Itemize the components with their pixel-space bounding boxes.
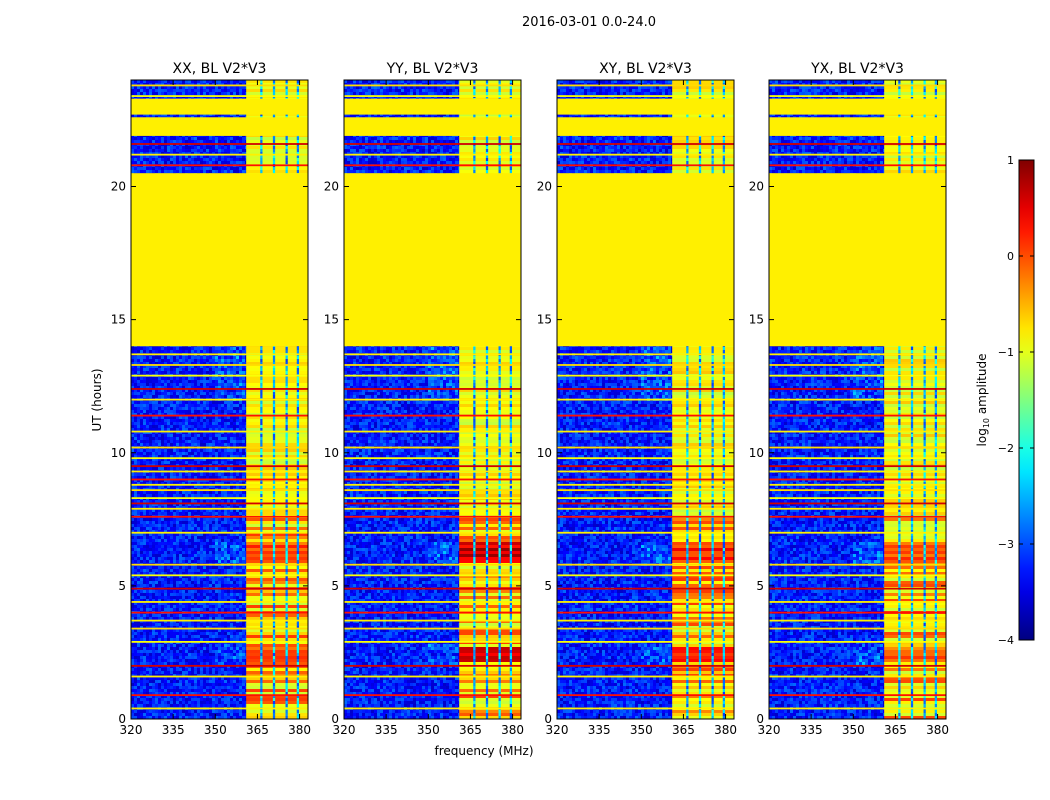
x-tick-label: 335 <box>588 723 611 737</box>
x-tick-label: 365 <box>884 723 907 737</box>
y-tick-label: 15 <box>324 313 339 327</box>
panel-yx: YX, BL V2*V3 320 335 350 365 380 0 5 10 15 20 <box>749 61 949 737</box>
x-tick-label: 380 <box>926 723 949 737</box>
colorbar-tick-label: −2 <box>998 442 1014 455</box>
panel-xy: XY, BL V2*V3 320 335 350 365 380 0 5 10 15 20 <box>537 61 737 737</box>
y-tick-label: 5 <box>756 579 764 593</box>
x-axis-label: frequency (MHz) <box>434 744 533 758</box>
x-tick-label: 320 <box>546 723 569 737</box>
colorbar-gradient <box>1018 159 1035 641</box>
colorbar-tick-label: −1 <box>998 346 1014 359</box>
y-tick-label: 10 <box>111 446 126 460</box>
y-tick-label: 0 <box>756 712 764 726</box>
panel-title: XY, BL V2*V3 <box>599 61 692 77</box>
y-tick-label: 20 <box>749 180 764 194</box>
x-tick-label: 365 <box>672 723 695 737</box>
colorbar-tick-label: 0 <box>1007 250 1014 263</box>
panel-yy: YY, BL V2*V3 320 335 350 365 380 0 5 10 15 20 <box>324 61 524 737</box>
x-tick-label: 350 <box>417 723 440 737</box>
y-tick-label: 0 <box>544 712 552 726</box>
panel-frame <box>343 79 522 720</box>
x-tick-label: 365 <box>246 723 269 737</box>
x-tick-label: 335 <box>800 723 823 737</box>
y-tick-label: 20 <box>324 180 339 194</box>
x-tick-label: 320 <box>758 723 781 737</box>
y-tick-label: 20 <box>111 180 126 194</box>
x-tick-label: 335 <box>162 723 185 737</box>
y-axis-label: UT (hours) <box>90 368 104 431</box>
y-tick-label: 0 <box>118 712 126 726</box>
colorbar-label: log10 amplitude <box>975 354 991 447</box>
colorbar-tick-label: 1 <box>1007 154 1014 167</box>
x-tick-label: 380 <box>288 723 311 737</box>
x-tick-label: 380 <box>501 723 524 737</box>
figure-suptitle: 2016-03-01 0.0-24.0 <box>522 15 656 30</box>
panel-xx: XX, BL V2*V3 320 335 350 365 380 0 5 10 15 20 <box>111 61 311 737</box>
y-tick-label: 15 <box>749 313 764 327</box>
y-tick-label: 0 <box>331 712 339 726</box>
y-tick-label: 10 <box>537 446 552 460</box>
y-tick-label: 15 <box>537 313 552 327</box>
x-tick-label: 350 <box>630 723 653 737</box>
spectrogram-image <box>344 80 521 719</box>
x-tick-label: 320 <box>333 723 356 737</box>
y-tick-label: 20 <box>537 180 552 194</box>
panel-frame <box>556 79 735 720</box>
y-tick-label: 15 <box>111 313 126 327</box>
x-tick-label: 335 <box>375 723 398 737</box>
y-tick-label: 5 <box>544 579 552 593</box>
panel-title: YX, BL V2*V3 <box>810 61 904 77</box>
spectrogram-image <box>769 80 946 719</box>
colorbar-tick-label: −4 <box>998 634 1014 647</box>
x-tick-label: 365 <box>459 723 482 737</box>
x-tick-label: 320 <box>120 723 143 737</box>
panel-title: XX, BL V2*V3 <box>173 61 267 77</box>
x-tick-label: 380 <box>714 723 737 737</box>
y-tick-label: 5 <box>118 579 126 593</box>
x-tick-label: 350 <box>204 723 227 737</box>
spectrogram-image <box>557 80 734 719</box>
x-tick-label: 350 <box>842 723 865 737</box>
y-tick-label: 10 <box>324 446 339 460</box>
colorbar-tick-label: −3 <box>998 538 1014 551</box>
spectrogram-image <box>131 80 308 719</box>
panel-frame <box>768 79 947 720</box>
panel-frame <box>130 79 309 720</box>
y-tick-label: 10 <box>749 446 764 460</box>
colorbar: 1 0 −1 −2 −3 −4 log10 amplitude <box>975 154 1035 647</box>
y-tick-label: 5 <box>331 579 339 593</box>
panel-title: YY, BL V2*V3 <box>386 61 479 77</box>
